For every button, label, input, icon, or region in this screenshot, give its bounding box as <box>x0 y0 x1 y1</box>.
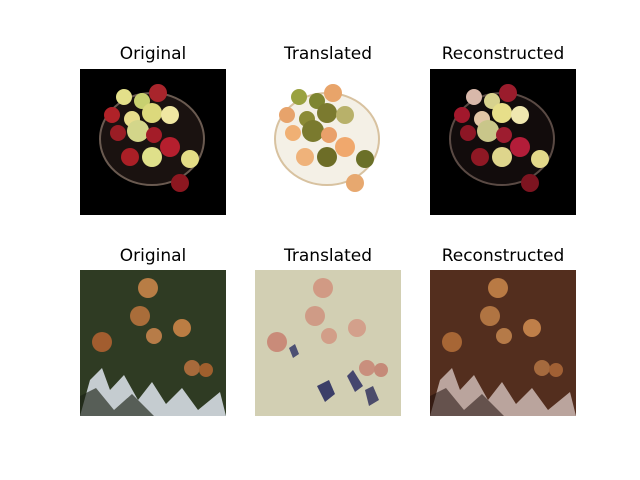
translated-oranges-bowl-image <box>255 69 401 215</box>
original-apples-bowl-image <box>80 69 226 215</box>
panel-title-reconstructed-row1: Reconstructed <box>441 44 565 64</box>
original-orange-tree-image <box>80 270 226 416</box>
panel-title-translated-row1: Translated <box>284 44 372 64</box>
panel-title-reconstructed-row2: Reconstructed <box>441 246 565 266</box>
panel-title-original-row1: Original <box>119 44 187 64</box>
panel-title-translated-row2: Translated <box>284 246 372 266</box>
translated-apple-tree-image <box>255 270 401 416</box>
reconstructed-orange-tree-image <box>430 270 576 416</box>
reconstructed-apples-bowl-image <box>430 69 576 215</box>
panel-title-original-row2: Original <box>119 246 187 266</box>
